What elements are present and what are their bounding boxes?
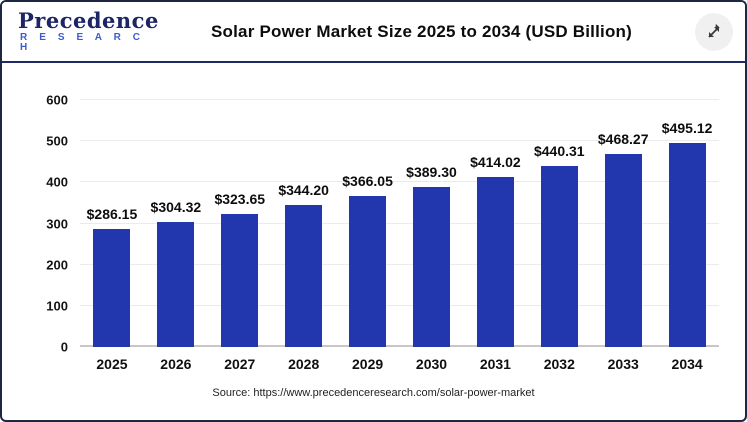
value-label: $286.15 [86, 206, 138, 223]
bar-slot-2030: $389.30 [400, 100, 464, 347]
x-tick-label: 2028 [288, 356, 320, 372]
value-label: $304.32 [150, 198, 202, 215]
bar-2027 [221, 213, 259, 347]
y-tick-label: 200 [46, 257, 68, 273]
gridline [80, 99, 719, 100]
gridline [80, 304, 719, 306]
x-tick-label: 2032 [543, 356, 575, 372]
x-tick-label: 2029 [352, 356, 384, 372]
y-tick-label: 100 [46, 298, 68, 314]
x-tick-label: 2034 [671, 356, 703, 372]
gridline [80, 222, 719, 224]
expand-button[interactable] [695, 12, 733, 51]
value-label: $495.12 [661, 120, 713, 137]
value-label: $468.27 [597, 131, 649, 148]
gridline [80, 263, 719, 265]
bar-2034 [668, 143, 706, 347]
header: Precedence R E S E A R C H Solar Power M… [2, 2, 745, 63]
page-title: Solar Power Market Size 2025 to 2034 (US… [211, 21, 632, 41]
x-tick-label: 2027 [224, 356, 256, 372]
value-label: $366.05 [342, 173, 393, 190]
y-tick-label: 500 [46, 133, 68, 149]
bar-slot-2029: $366.05 [336, 100, 400, 347]
x-tick-label: 2033 [607, 356, 639, 372]
x-tick-label: 2031 [479, 356, 511, 372]
bar-2033 [604, 154, 642, 347]
source-text: Source: https://www.precedenceresearch.c… [212, 387, 535, 399]
bar-slot-2034: $495.12 [655, 100, 719, 347]
x-tick-label: 2030 [415, 356, 448, 372]
bar-slot-2028: $344.20 [272, 100, 336, 347]
y-tick-label: 600 [46, 92, 68, 108]
x-axis-labels: 2025 2026 2027 2028 2029 2030 2031 2032 2033 2034 [80, 356, 719, 372]
bar-2025 [93, 229, 131, 347]
precedence-logo: Precedence R E S E A R C H [18, 8, 159, 53]
x-tick-label: 2025 [96, 356, 128, 372]
bar-2029 [349, 196, 387, 347]
bar-2026 [157, 221, 195, 347]
bars-row: $286.15 $304.32 $323.65 $344.20 $366.05 $389.… [80, 100, 719, 347]
value-label: $323.65 [214, 190, 266, 207]
bar-2028 [285, 205, 323, 347]
bar-slot-2031: $414.02 [463, 100, 527, 347]
bar-slot-2032: $440.31 [527, 100, 591, 347]
logo-wordmark: Precedence [18, 8, 159, 33]
value-label: $344.20 [278, 182, 329, 199]
bar-2032 [540, 165, 578, 347]
bar-slot-2025: $286.15 [80, 100, 144, 347]
x-tick-label: 2026 [160, 356, 192, 372]
bar-slot-2027: $323.65 [208, 100, 272, 347]
value-label: $414.02 [470, 153, 521, 170]
gridline [80, 140, 719, 142]
logo-subtitle: R E S E A R C H [20, 32, 145, 53]
value-label: $389.30 [406, 163, 457, 180]
value-label: $440.31 [533, 142, 585, 159]
bar-slot-2033: $468.27 [591, 100, 655, 347]
chart-area: 0 100 200 300 400 500 600 $286.15 $304.32 $323.65… [2, 93, 745, 399]
y-tick-label: 400 [46, 174, 68, 190]
bar-2031 [476, 176, 514, 347]
expand-icon [708, 23, 720, 38]
y-tick-label: 300 [46, 216, 68, 231]
x-axis-line [80, 345, 719, 347]
bar-slot-2026: $304.32 [144, 100, 208, 347]
y-tick-label: 0 [60, 339, 68, 355]
bar-2030 [412, 186, 450, 347]
plot-area: 0 100 200 300 400 500 600 $286.15 $304.32 $323.65… [46, 93, 719, 355]
gridline [80, 181, 719, 183]
